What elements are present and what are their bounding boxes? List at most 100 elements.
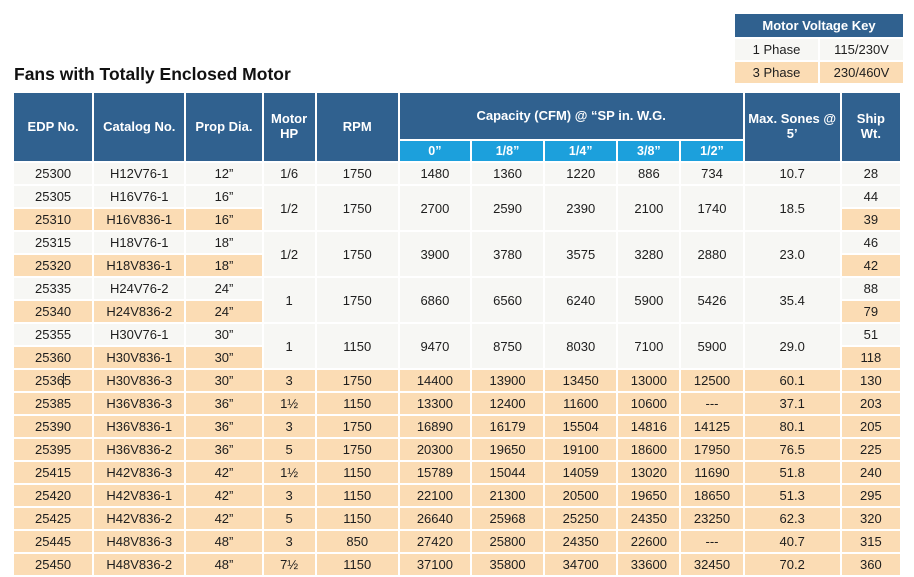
capacity-cfm-cell: 14816	[618, 416, 680, 437]
capacity-cfm-cell: ---	[681, 393, 743, 414]
table-row: 25450 H48V836-2 48” 7½ 1150 37100 35800 34700 33…	[14, 554, 900, 575]
edp-cell: 25300	[14, 163, 93, 184]
capacity-cfm-cell: 15504	[545, 416, 617, 437]
column-header-sp-1-4: 1/4”	[545, 141, 617, 161]
max-sones-cell: 76.5	[744, 439, 840, 460]
capacity-cfm-cell: 3280	[618, 232, 680, 276]
voltage-key-voltage: 230/460V	[820, 62, 903, 83]
capacity-cfm-cell: 25250	[545, 508, 617, 529]
prop-dia-cell: 18”	[186, 232, 262, 253]
motor-voltage-key: Motor Voltage Key 1 Phase 115/230V 3 Phase…	[733, 12, 905, 85]
edp-cell: 25360	[14, 347, 93, 368]
ship-wt-cell: 88	[841, 278, 900, 299]
catalog-cell: H42V836-3	[94, 462, 185, 483]
capacity-cfm-cell: 35800	[471, 554, 544, 575]
page-title: Fans with Totally Enclosed Motor	[14, 64, 291, 84]
table-row: 25390 H36V836-1 36” 3 1750 16890 16179 15504 148…	[14, 416, 900, 437]
rpm-cell: 1750	[316, 278, 398, 322]
column-header-sp-1-2: 1/2”	[681, 141, 743, 161]
table-row: 25335 H24V76-2 24” 1 1750 6860 6560 6240 5900 542…	[14, 278, 900, 322]
voltage-key-phase: 3 Phase	[735, 62, 818, 83]
fan-capacity-table: EDP No. Catalog No. Prop Dia. Motor HP R…	[12, 91, 902, 577]
edp-cell: 25385	[14, 393, 93, 414]
edp-cell: 25450	[14, 554, 93, 575]
rpm-cell: 1750	[316, 232, 398, 276]
fan-table-body: 25300 H12V76-1 12” 1/6 1750 1480 1360 1220 886 73…	[14, 163, 900, 575]
ship-wt-cell: 44	[841, 186, 900, 207]
capacity-cfm-cell: 8750	[471, 324, 544, 368]
max-sones-cell: 70.2	[744, 554, 840, 575]
column-header-edp: EDP No.	[14, 93, 93, 161]
capacity-cfm-cell: 16890	[399, 416, 470, 437]
ship-wt-cell: 130	[841, 370, 900, 391]
edp-cell: 25305	[14, 186, 93, 207]
capacity-cfm-cell: 6240	[545, 278, 617, 322]
prop-dia-cell: 18”	[186, 255, 262, 276]
capacity-cfm-cell: 22100	[399, 485, 470, 506]
ship-wt-cell: 225	[841, 439, 900, 460]
motor-hp-cell: 7½	[263, 554, 315, 575]
max-sones-cell: 37.1	[744, 393, 840, 414]
prop-dia-cell: 48”	[186, 531, 262, 552]
table-row: 25340 H24V836-2 24” 79	[14, 301, 900, 322]
capacity-cfm-cell: 13020	[618, 462, 680, 483]
catalog-cell: H36V836-2	[94, 439, 185, 460]
capacity-cfm-cell: 14400	[399, 370, 470, 391]
edp-cell: 25445	[14, 531, 93, 552]
motor-hp-cell: 1/6	[263, 163, 315, 184]
motor-hp-cell: 1/2	[263, 186, 315, 230]
capacity-cfm-cell: 12400	[471, 393, 544, 414]
voltage-key-phase: 1 Phase	[735, 39, 818, 60]
column-header-max-sones: Max. Sones @ 5’	[744, 93, 840, 161]
ship-wt-cell: 39	[841, 209, 900, 230]
edp-cell: 25425	[14, 508, 93, 529]
max-sones-cell: 18.5	[744, 186, 840, 230]
rpm-cell: 1150	[316, 324, 398, 368]
capacity-cfm-cell: 15044	[471, 462, 544, 483]
max-sones-cell: 62.3	[744, 508, 840, 529]
motor-hp-cell: 3	[263, 531, 315, 552]
column-header-sp-1-8: 1/8”	[471, 141, 544, 161]
capacity-cfm-cell: 10600	[618, 393, 680, 414]
voltage-key-row: 1 Phase 115/230V	[735, 39, 903, 60]
table-row: 25310 H16V836-1 16” 39	[14, 209, 900, 230]
rpm-cell: 1750	[316, 186, 398, 230]
capacity-cfm-cell: 19650	[618, 485, 680, 506]
ship-wt-cell: 42	[841, 255, 900, 276]
capacity-cfm-cell: 8030	[545, 324, 617, 368]
catalog-cell: H24V76-2	[94, 278, 185, 299]
table-row: 25300 H12V76-1 12” 1/6 1750 1480 1360 1220 886 73…	[14, 163, 900, 184]
max-sones-cell: 60.1	[744, 370, 840, 391]
prop-dia-cell: 36”	[186, 439, 262, 460]
max-sones-cell: 51.8	[744, 462, 840, 483]
prop-dia-cell: 42”	[186, 485, 262, 506]
capacity-cfm-cell: 3575	[545, 232, 617, 276]
rpm-cell: 1750	[316, 163, 398, 184]
table-row: 25365 H30V836-3 30” 3 1750 14400 13900 13450 130…	[14, 370, 900, 391]
capacity-cfm-cell: 1360	[471, 163, 544, 184]
ship-wt-cell: 203	[841, 393, 900, 414]
capacity-cfm-cell: 6560	[471, 278, 544, 322]
column-header-ship-wt: Ship Wt.	[841, 93, 900, 161]
prop-dia-cell: 12”	[186, 163, 262, 184]
capacity-cfm-cell: 3900	[399, 232, 470, 276]
rpm-cell: 1750	[316, 370, 398, 391]
capacity-cfm-cell: 18650	[681, 485, 743, 506]
prop-dia-cell: 16”	[186, 186, 262, 207]
capacity-cfm-cell: 37100	[399, 554, 470, 575]
capacity-cfm-cell: 32450	[681, 554, 743, 575]
catalog-cell: H16V76-1	[94, 186, 185, 207]
catalog-cell: H16V836-1	[94, 209, 185, 230]
ship-wt-cell: 240	[841, 462, 900, 483]
capacity-cfm-cell: 13000	[618, 370, 680, 391]
capacity-cfm-cell: 886	[618, 163, 680, 184]
capacity-cfm-cell: 21300	[471, 485, 544, 506]
catalog-cell: H18V836-1	[94, 255, 185, 276]
catalog-cell: H42V836-2	[94, 508, 185, 529]
ship-wt-cell: 51	[841, 324, 900, 345]
table-row: 25420 H42V836-1 42” 3 1150 22100 21300 20500 196…	[14, 485, 900, 506]
capacity-cfm-cell: 25968	[471, 508, 544, 529]
edp-cell: 25395	[14, 439, 93, 460]
catalog-cell: H12V76-1	[94, 163, 185, 184]
prop-dia-cell: 30”	[186, 347, 262, 368]
